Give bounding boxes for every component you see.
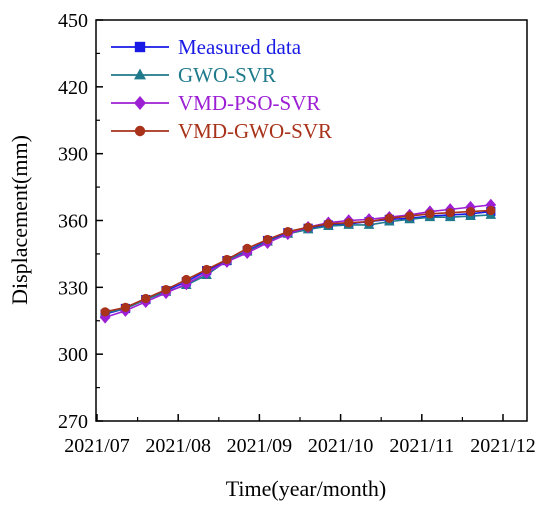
x-tick-label: 2021/11 xyxy=(389,435,454,457)
series-gwo-svr xyxy=(99,209,497,317)
legend-diamond-marker xyxy=(134,95,146,111)
plot-area-frame xyxy=(95,19,528,422)
series-vmd-gwo-svr xyxy=(100,205,496,317)
y-tick-label: 360 xyxy=(58,211,88,233)
x-axis: 2021/07 2021/08 2021/09 2021/10 2021/11 2021/… xyxy=(64,414,536,457)
legend-item: VMD-PSO-SVR xyxy=(111,91,320,115)
x-axis-title: Time(year/month) xyxy=(226,476,387,501)
y-tick-label: 270 xyxy=(58,411,88,433)
circle-point xyxy=(323,219,334,229)
y-tick-label: 450 xyxy=(58,10,88,32)
circle-point xyxy=(100,307,110,317)
circle-point xyxy=(425,209,435,219)
y-axis-title: Displacement(mm) xyxy=(7,135,32,305)
legend-item: GWO-SVR xyxy=(111,63,276,87)
y-tick-label: 390 xyxy=(58,144,88,166)
y-tick-label: 300 xyxy=(58,344,88,366)
legend-label: Measured data xyxy=(178,35,302,59)
circle-point xyxy=(303,222,313,232)
x-tick-label: 2021/07 xyxy=(64,435,130,457)
series-measured-data xyxy=(100,206,496,319)
circle-point xyxy=(242,243,252,253)
legend-label: GWO-SVR xyxy=(178,63,276,87)
circle-point xyxy=(181,274,191,285)
circle-point xyxy=(222,254,232,265)
legend-triangle-marker xyxy=(134,68,146,80)
legend-square-marker xyxy=(134,41,146,53)
legend-circle-marker xyxy=(134,125,146,137)
x-tick-label: 2021/09 xyxy=(227,435,293,457)
y-tick-label: 330 xyxy=(58,277,88,299)
series-layer xyxy=(99,198,497,324)
legend-item: VMD-GWO-SVR xyxy=(111,119,332,143)
legend-label: VMD-GWO-SVR xyxy=(178,119,332,143)
diamond-point xyxy=(485,198,497,212)
series-line xyxy=(104,204,491,319)
circle-point xyxy=(344,218,354,228)
legend: Measured data GWO-SVR VMD-PSO-SVR VMD-GWO-S… xyxy=(111,35,332,143)
circle-point xyxy=(202,264,212,275)
circle-point xyxy=(486,205,496,216)
y-axis: 270 300 330 360 390 420 450 xyxy=(58,10,103,433)
x-tick-label: 2021/10 xyxy=(308,435,374,457)
circle-point xyxy=(465,206,476,217)
circle-point xyxy=(262,234,273,245)
circle-point xyxy=(120,302,131,312)
circle-point xyxy=(161,284,171,295)
circle-point xyxy=(364,217,374,227)
circle-point xyxy=(445,208,455,218)
series-line xyxy=(104,209,491,313)
circle-point xyxy=(405,211,415,221)
legend-item: Measured data xyxy=(111,35,302,59)
circle-point xyxy=(141,293,151,304)
circle-point xyxy=(384,213,394,223)
x-tick-label: 2021/12 xyxy=(470,435,536,457)
y-tick-label: 420 xyxy=(58,77,88,99)
legend-label: VMD-PSO-SVR xyxy=(178,91,320,115)
x-tick-label: 2021/08 xyxy=(145,435,211,457)
series-line xyxy=(104,210,491,315)
circle-point xyxy=(283,227,293,237)
